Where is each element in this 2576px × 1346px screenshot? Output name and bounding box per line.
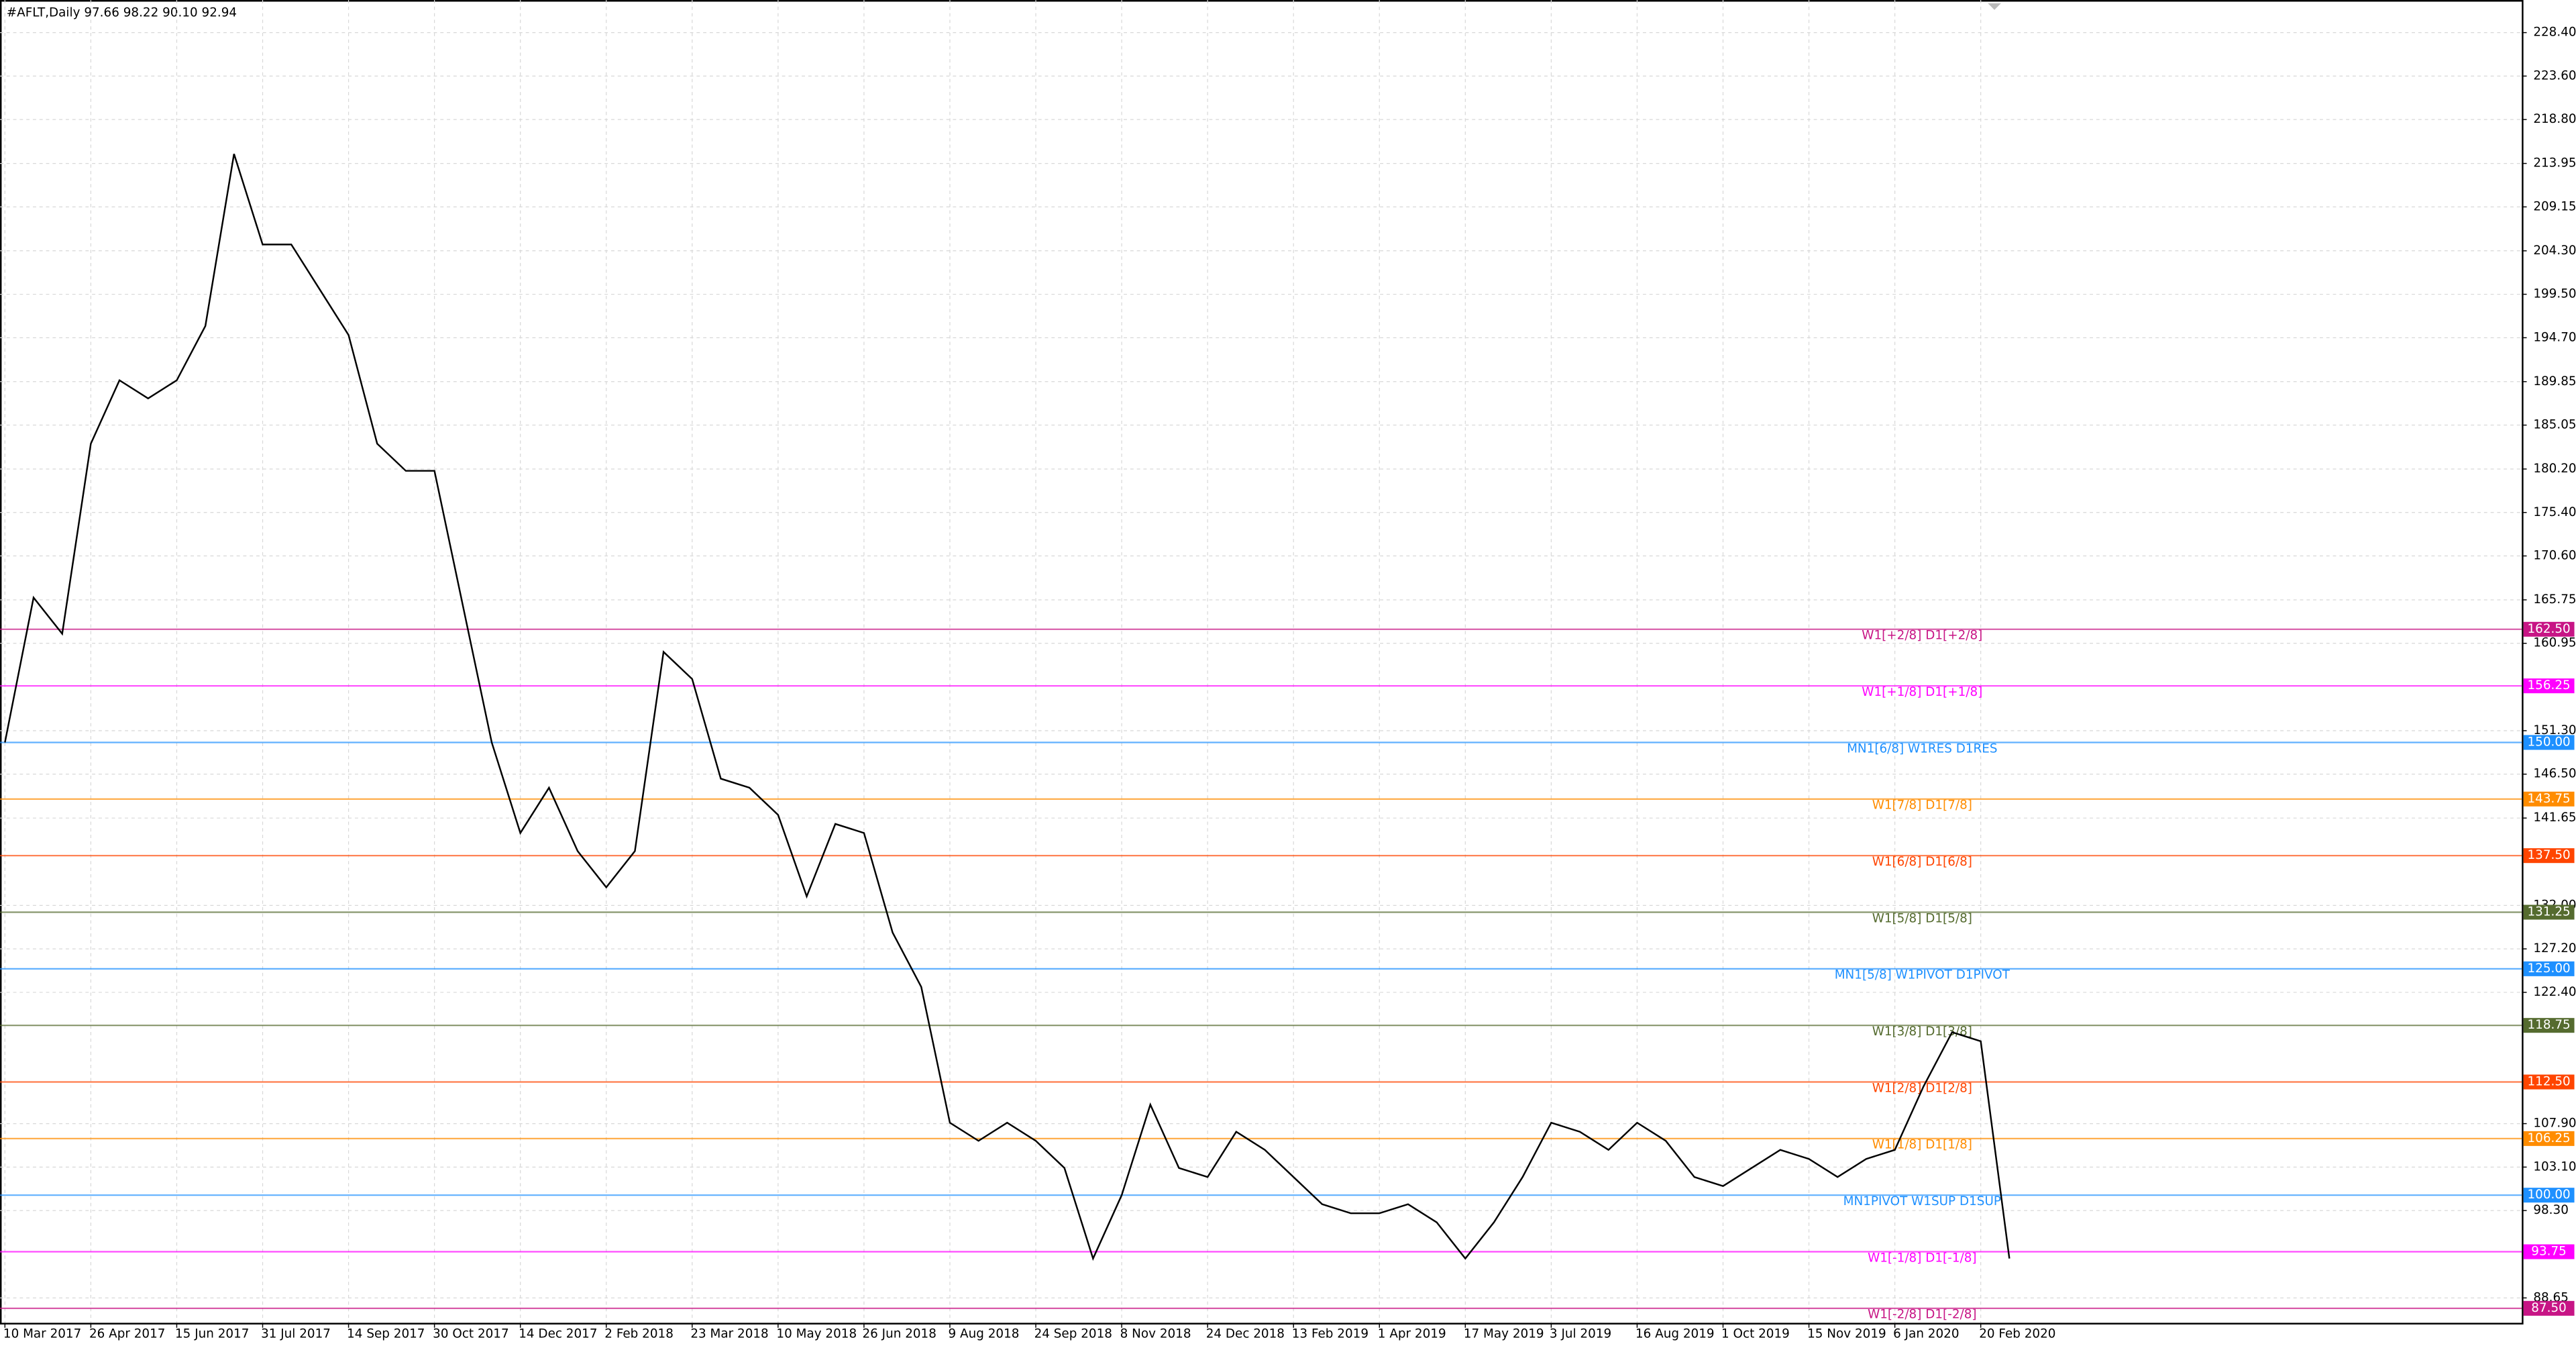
x-tick-label: 1 Oct 2019 [1721, 1327, 1790, 1341]
level-text: MN1[6/8] W1RES D1RES [1847, 741, 1997, 756]
chart-title: #AFLT,Daily 97.66 98.22 90.10 92.94 [7, 6, 237, 20]
level-tag [2523, 1188, 2575, 1203]
x-tick-label: 20 Feb 2020 [1979, 1327, 2055, 1341]
shift-marker [1988, 3, 2001, 10]
level-tag [2523, 621, 2575, 637]
y-tick-label: 185.05 [2533, 418, 2576, 432]
x-tick-label: 1 Apr 2019 [1378, 1327, 1446, 1341]
level-tag [2523, 1074, 2575, 1090]
x-tick-label: 16 Aug 2019 [1635, 1327, 1715, 1341]
level-text: W1[+1/8] D1[+1/8] [1862, 685, 1982, 699]
y-tick-label: 180.20 [2533, 462, 2576, 476]
level-text: MN1PIVOT W1SUP D1SUP [1843, 1194, 2001, 1208]
y-tick-label: 199.50 [2533, 287, 2576, 301]
y-tick-label: 151.30 [2533, 723, 2576, 737]
y-tick-label: 160.95 [2533, 636, 2576, 650]
level-tag-label: 137.50 [2527, 848, 2570, 862]
level-tag [2523, 735, 2575, 750]
y-tick-label: 189.85 [2533, 374, 2576, 389]
y-tick-label: 204.30 [2533, 244, 2576, 258]
level-text: MN1[5/8] W1PIVOT D1PIVOT [1835, 968, 2010, 982]
x-tick-label: 31 Jul 2017 [261, 1327, 331, 1341]
level-text: W1[-2/8] D1[-2/8] [1868, 1308, 1976, 1322]
x-tick-label: 14 Dec 2017 [519, 1327, 597, 1341]
x-tick-label: 15 Jun 2017 [175, 1327, 249, 1341]
level-tag-label: 131.25 [2527, 905, 2570, 919]
x-tick-label: 26 Apr 2017 [89, 1327, 166, 1341]
y-tick-label: 213.95 [2533, 156, 2576, 170]
y-tick-label: 223.60 [2533, 68, 2576, 83]
level-text: W1[6/8] D1[6/8] [1872, 855, 1972, 869]
x-tick-label: 13 Feb 2019 [1292, 1327, 1368, 1341]
y-tick-label: 209.15 [2533, 199, 2576, 213]
x-tick-label: 8 Nov 2018 [1120, 1327, 1191, 1341]
level-tag-label: 162.50 [2527, 622, 2570, 636]
level-tag-label: 143.75 [2527, 792, 2570, 806]
level-text: W1[+2/8] D1[+2/8] [1862, 629, 1982, 643]
level-tag-label: 100.00 [2527, 1188, 2570, 1202]
x-tick-label: 14 Sep 2017 [347, 1327, 425, 1341]
level-tag [2523, 678, 2575, 694]
y-tick-label: 98.30 [2533, 1203, 2569, 1217]
y-tick-label: 127.20 [2533, 941, 2576, 955]
level-tag-label: 125.00 [2527, 962, 2570, 976]
level-tag [2523, 961, 2575, 976]
y-tick-label: 141.65 [2533, 811, 2576, 825]
level-tag [2523, 848, 2575, 864]
y-tick-label: 122.40 [2533, 985, 2576, 999]
plot-frame [0, 0, 2524, 1325]
x-tick-label: 6 Jan 2020 [1893, 1327, 1959, 1341]
level-text: W1[3/8] D1[3/8] [1872, 1025, 1972, 1039]
x-tick-label: 24 Dec 2018 [1206, 1327, 1285, 1341]
y-tick-label: 146.50 [2533, 767, 2576, 781]
y-tick-label: 194.70 [2533, 330, 2576, 344]
level-tag-label: 156.25 [2527, 678, 2570, 692]
y-tick-label: 228.40 [2533, 25, 2576, 40]
x-tick-label: 2 Feb 2018 [604, 1327, 674, 1341]
x-tick-label: 3 Jul 2019 [1550, 1327, 1611, 1341]
level-tag-label: 112.50 [2527, 1075, 2570, 1089]
level-text: W1[1/8] D1[1/8] [1872, 1138, 1972, 1152]
level-tag [2523, 904, 2575, 920]
level-tag [2523, 1018, 2575, 1033]
level-text: W1[-1/8] D1[-1/8] [1868, 1251, 1976, 1265]
price-line [4, 154, 2010, 1261]
x-tick-label: 30 Oct 2017 [433, 1327, 509, 1341]
level-tag-label: 87.50 [2531, 1301, 2567, 1315]
y-tick-label: 218.80 [2533, 112, 2576, 126]
x-tick-label: 26 Jun 2018 [862, 1327, 936, 1341]
x-tick-label: 24 Sep 2018 [1034, 1327, 1112, 1341]
level-tag-label: 118.75 [2527, 1018, 2570, 1032]
level-text: W1[5/8] D1[5/8] [1872, 911, 1972, 925]
x-tick-label: 23 Mar 2018 [690, 1327, 768, 1341]
level-tag [2523, 1244, 2575, 1259]
level-tag [2523, 1131, 2575, 1146]
level-text: W1[7/8] D1[7/8] [1872, 798, 1972, 813]
y-tick-label: 103.10 [2533, 1159, 2576, 1174]
level-tag-label: 150.00 [2527, 735, 2570, 749]
y-tick-label: 107.90 [2533, 1117, 2576, 1131]
x-tick-label: 9 Aug 2018 [949, 1327, 1020, 1341]
level-tag-label: 93.75 [2531, 1245, 2567, 1259]
y-tick-label: 170.60 [2533, 549, 2576, 563]
x-tick-label: 15 Nov 2019 [1807, 1327, 1886, 1341]
x-tick-label: 10 Mar 2017 [3, 1327, 81, 1341]
x-tick-label: 10 May 2018 [776, 1327, 857, 1341]
x-tick-label: 17 May 2019 [1464, 1327, 1544, 1341]
level-tag [2523, 791, 2575, 807]
y-tick-label: 175.40 [2533, 505, 2576, 519]
level-tag-label: 106.25 [2527, 1131, 2570, 1145]
y-tick-label: 165.75 [2533, 592, 2576, 607]
level-tag [2523, 1300, 2575, 1316]
